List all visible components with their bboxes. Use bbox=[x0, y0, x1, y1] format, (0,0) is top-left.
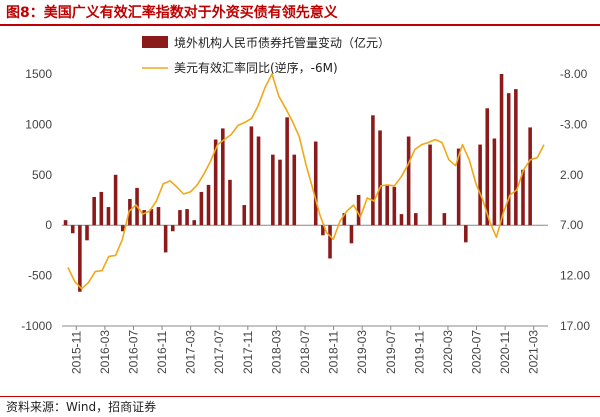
bar bbox=[499, 74, 504, 226]
bar bbox=[442, 213, 447, 226]
bar bbox=[242, 205, 247, 226]
bar bbox=[128, 198, 132, 226]
bar bbox=[156, 207, 161, 226]
bar bbox=[170, 225, 175, 232]
bar bbox=[199, 191, 204, 226]
bar bbox=[78, 225, 82, 292]
right-tick-label: 12.00 bbox=[560, 269, 590, 283]
x-tick-label: 2018-03 bbox=[269, 330, 283, 374]
bar bbox=[92, 196, 96, 226]
bar bbox=[528, 127, 532, 226]
right-tick-label: -8.00 bbox=[560, 67, 588, 81]
bar bbox=[228, 179, 232, 226]
right-tick-label: 7.00 bbox=[560, 218, 584, 232]
bar bbox=[356, 194, 361, 226]
figure-title: 图8：美国广义有效汇率指数对于外资买债有领先意义 bbox=[6, 2, 338, 22]
x-tick-label: 2018-07 bbox=[298, 330, 312, 374]
left-tick-label: -1000 bbox=[21, 319, 52, 333]
x-tick-label: 2021-03 bbox=[527, 330, 541, 374]
bar bbox=[371, 115, 375, 226]
bar bbox=[142, 210, 146, 226]
x-tick-label: 2017-07 bbox=[212, 330, 226, 374]
source-rule bbox=[0, 396, 600, 397]
left-tick-label: 0 bbox=[45, 218, 52, 232]
bar bbox=[149, 209, 154, 226]
bar bbox=[478, 144, 482, 226]
x-tick-label: 2016-11 bbox=[155, 331, 169, 374]
bar bbox=[113, 174, 118, 226]
bar bbox=[278, 159, 282, 226]
right-tick-label: 2.00 bbox=[560, 168, 584, 182]
line-series bbox=[67, 73, 545, 290]
x-tick-label: 2016-07 bbox=[126, 330, 140, 374]
title-rule bbox=[0, 24, 600, 26]
bar bbox=[70, 225, 75, 234]
left-tick-label: -500 bbox=[28, 269, 52, 283]
x-tick-label: 2015-11 bbox=[69, 331, 83, 374]
x-tick-label: 2020-11 bbox=[498, 331, 512, 374]
bar bbox=[206, 184, 211, 226]
bar bbox=[256, 136, 261, 226]
legend-bar-label: 境外机构人民币债券托管量变动（亿元） bbox=[174, 35, 390, 50]
bar bbox=[492, 138, 497, 226]
bar bbox=[213, 139, 218, 226]
x-tick-label: 2019-11 bbox=[412, 331, 426, 374]
x-tick-label: 2019-03 bbox=[355, 330, 369, 374]
bar bbox=[406, 136, 411, 226]
bar bbox=[456, 148, 461, 226]
bar bbox=[271, 154, 275, 226]
bar bbox=[392, 186, 397, 226]
legend-line-label: 美元有效汇率同比(逆序，-6M) bbox=[174, 60, 338, 75]
bar bbox=[485, 108, 490, 226]
bar bbox=[428, 144, 432, 226]
x-tick-label: 2017-03 bbox=[184, 330, 198, 374]
bar bbox=[99, 191, 104, 226]
legend-bar-swatch bbox=[142, 36, 168, 48]
bar bbox=[399, 214, 404, 226]
bar bbox=[192, 220, 197, 226]
bar bbox=[106, 207, 111, 226]
bar bbox=[349, 225, 354, 244]
bar bbox=[521, 169, 525, 226]
bar bbox=[342, 213, 347, 226]
x-tick-label: 2017-11 bbox=[241, 331, 255, 374]
bar bbox=[120, 225, 125, 232]
bar bbox=[506, 93, 511, 226]
left-tick-label: 1500 bbox=[25, 67, 52, 81]
bar bbox=[178, 210, 182, 226]
right-tick-label: 17.00 bbox=[560, 319, 590, 333]
x-tick-label: 2020-07 bbox=[470, 330, 484, 374]
x-tick-label: 2020-03 bbox=[441, 330, 455, 374]
bar bbox=[63, 220, 68, 226]
x-tick-label: 2016-03 bbox=[98, 330, 112, 374]
source-note: 资料来源：Wind，招商证券 bbox=[6, 400, 157, 414]
figure-title-text: 美国广义有效汇率指数对于外资买债有领先意义 bbox=[43, 5, 338, 21]
left-tick-label: 1000 bbox=[25, 117, 52, 131]
x-tick-label: 2018-11 bbox=[327, 331, 341, 374]
bar bbox=[285, 117, 289, 226]
bar bbox=[313, 141, 318, 226]
bar bbox=[413, 213, 418, 226]
x-tick-label: 2019-07 bbox=[384, 330, 398, 374]
bar bbox=[464, 225, 468, 243]
bar bbox=[385, 184, 389, 226]
left-tick-label: 500 bbox=[32, 168, 52, 182]
right-tick-label: -3.00 bbox=[560, 117, 588, 131]
bar bbox=[328, 225, 332, 259]
bar bbox=[85, 225, 89, 241]
bar bbox=[292, 154, 297, 226]
figure-label: 图8： bbox=[6, 5, 44, 21]
bar bbox=[185, 209, 189, 226]
bar bbox=[163, 225, 168, 253]
bar bbox=[378, 130, 382, 226]
bar bbox=[221, 128, 225, 226]
bar bbox=[321, 225, 325, 236]
bar bbox=[249, 126, 254, 226]
bar bbox=[514, 89, 518, 226]
